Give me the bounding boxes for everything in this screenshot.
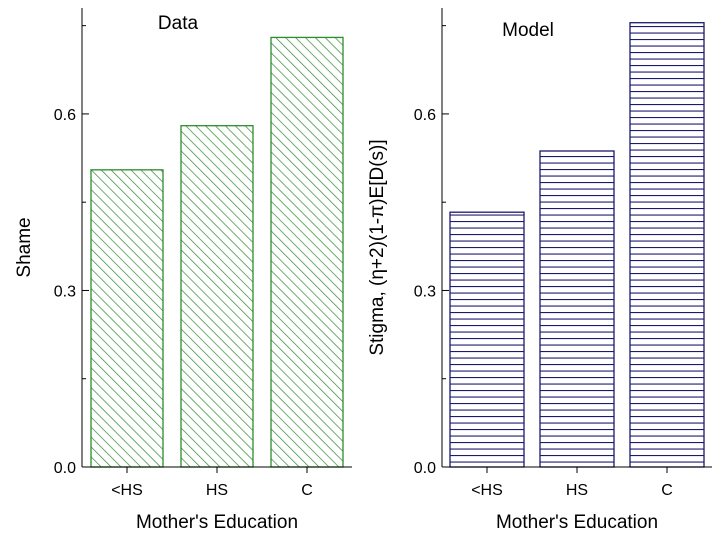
bar-hs bbox=[449, 211, 525, 468]
x-tick-label: C bbox=[661, 482, 673, 499]
bar-hs bbox=[90, 169, 164, 468]
bar-hs bbox=[539, 150, 615, 468]
y-tick-label: 0.3 bbox=[54, 283, 76, 300]
model-panel: 0.0 0.3 0.6 <HS HS C Model Mother's Education St… bbox=[367, 8, 712, 533]
data-panel: 0.0 0.3 0.6 <HS HS C Data Mother's Education Sha… bbox=[14, 8, 352, 533]
x-axis-title: Mother's Education bbox=[136, 512, 298, 533]
bar-c bbox=[270, 36, 344, 468]
panel-title: Model bbox=[502, 20, 554, 41]
x-tick-label: HS bbox=[566, 482, 588, 499]
panel-title: Data bbox=[158, 13, 199, 34]
y-axis-title: Stigma, (η+2)(1-π)E[D(s)] bbox=[367, 139, 388, 355]
x-tick-label: <HS bbox=[111, 482, 143, 499]
y-tick-label: 0.0 bbox=[414, 460, 436, 477]
y-tick-label: 0.6 bbox=[414, 107, 436, 124]
x-tick-label: <HS bbox=[471, 482, 503, 499]
x-axis-title: Mother's Education bbox=[496, 512, 658, 533]
y-tick-label: 0.3 bbox=[414, 283, 436, 300]
bar-hs bbox=[180, 125, 254, 468]
y-axis-title: Shame bbox=[14, 217, 35, 277]
x-tick-label: C bbox=[301, 482, 313, 499]
x-tick-label: HS bbox=[206, 482, 228, 499]
y-tick-label: 0.6 bbox=[54, 107, 76, 124]
y-tick-label: 0.0 bbox=[54, 460, 76, 477]
bar-c bbox=[629, 22, 705, 468]
